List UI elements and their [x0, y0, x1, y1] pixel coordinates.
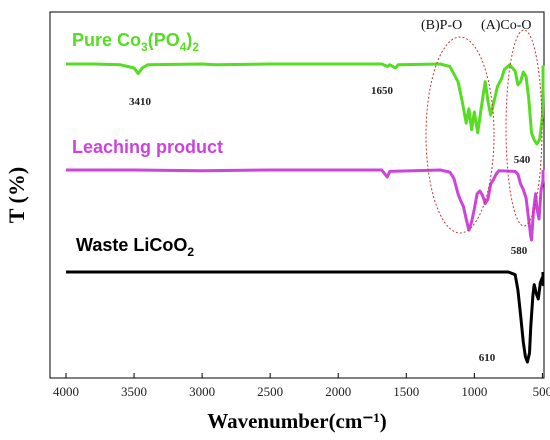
x-tick-label: 1500	[393, 384, 419, 399]
spectrum-line-0	[66, 62, 545, 146]
plot-frame	[49, 11, 545, 379]
series-label-leaching-product: Leaching product	[72, 137, 223, 157]
region-ellipse-p-o	[425, 36, 495, 234]
spectrum-line-2	[66, 270, 545, 364]
spectra	[66, 62, 545, 364]
region-label-p-o: (B)P-O	[421, 18, 462, 33]
x-tick-label: 2500	[257, 384, 283, 399]
peak-label-540: 540	[514, 154, 531, 166]
x-tick-label: 500	[533, 384, 550, 399]
peak-label-1650: 1650	[371, 85, 394, 97]
x-tick-label: 2000	[325, 384, 351, 399]
x-tick-label: 1000	[461, 384, 487, 399]
y-axis-title: T (%)	[4, 167, 29, 223]
region-label-co-o: (A)Co-O	[481, 18, 532, 33]
x-tick-label: 4000	[53, 384, 79, 399]
peak-label-580: 580	[511, 245, 528, 257]
spectrum-line-1	[66, 168, 545, 242]
series-label-waste-licoo2: Waste LiCoO2	[76, 235, 194, 259]
x-axis-ticks: 4000 3500 3000 2500 2000 1500 1000 500	[53, 373, 550, 399]
peak-label-3410: 3410	[129, 96, 152, 108]
region-ellipse-co-o	[505, 29, 543, 227]
peak-label-610: 610	[479, 352, 496, 364]
x-axis-title: Wavenumber(cm⁻¹)	[207, 409, 387, 433]
x-tick-label: 3000	[189, 384, 215, 399]
x-tick-label: 3500	[121, 384, 147, 399]
series-label-pure-co3po42: Pure Co3(PO4)2	[72, 30, 199, 54]
